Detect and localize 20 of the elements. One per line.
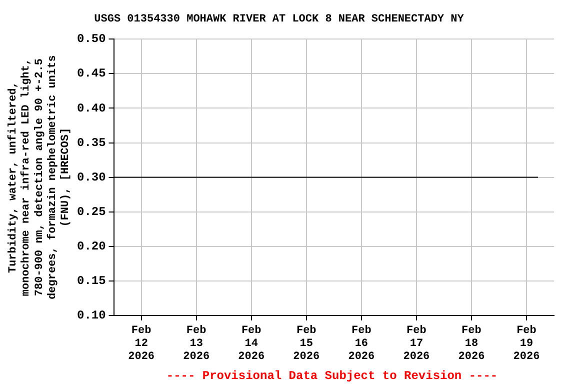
x-tick-label: Feb 15 2026: [293, 324, 320, 364]
y-axis-title: Turbidity, water, unfiltered, monochrome near infra-red LED light, 780-900 nm, detection angle 90 +-2.5 degrees, formazin nephelometric units (FNU), [HRECOS]: [6, 55, 72, 300]
x-tick-label: Feb 19 2026: [513, 324, 540, 364]
y-tick-label: 0.15: [76, 274, 106, 288]
x-tick-label: Feb 14 2026: [238, 324, 265, 364]
text: ---- Provisional Data Subject to Revision ----: [166, 369, 498, 384]
x-tick-label: Feb 13 2026: [183, 324, 210, 364]
x-tick-label: Feb 16 2026: [348, 324, 375, 364]
y-tick-label: 0.40: [76, 101, 106, 116]
x-tick-label: Feb 18 2026: [458, 324, 485, 364]
y-tick-label: 0.10: [76, 308, 106, 322]
y-tick-label: 0.30: [76, 170, 106, 184]
y-tick-label: 0.45: [76, 66, 106, 81]
x-tick-label: Feb 12 2026: [128, 324, 155, 364]
chart-title: USGS 01354330 MOHAWK RIVER AT LOCK 8 NEAR SCHENECTADY NY: [94, 13, 464, 26]
y-tick-label: 0.35: [76, 136, 106, 150]
y-tick-label: 0.25: [76, 204, 106, 219]
y-tick-label: 0.20: [76, 239, 106, 254]
x-tick-label: Feb 17 2026: [403, 324, 430, 364]
y-tick-label: 0.50: [76, 32, 106, 46]
